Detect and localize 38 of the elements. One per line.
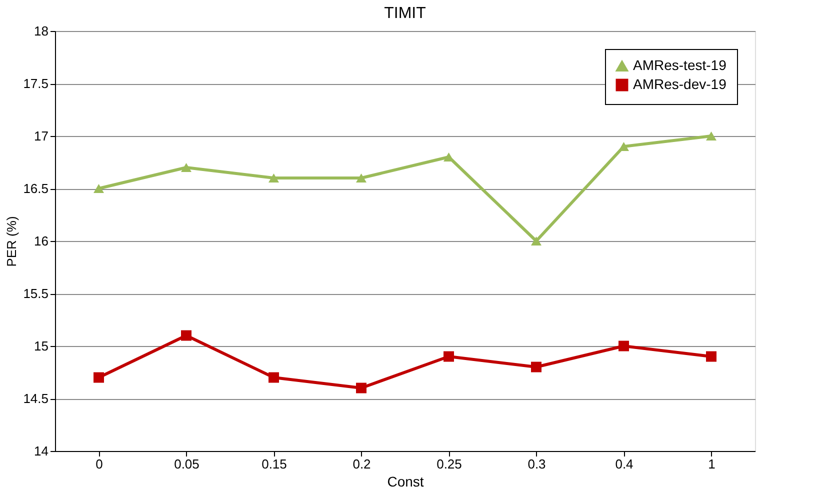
point — [706, 351, 716, 362]
x-tick-label: 0.05 — [174, 456, 200, 472]
point — [94, 372, 104, 383]
x-tick-label: 0.15 — [262, 456, 287, 472]
x-tick-label: 1 — [708, 456, 716, 472]
x-tick-label: 0.4 — [615, 456, 634, 472]
y-tick-label: 14.5 — [23, 391, 48, 406]
y-tick-label: 15 — [34, 338, 48, 354]
point — [444, 152, 454, 162]
x-tick-label: 0.2 — [352, 456, 371, 472]
point — [268, 173, 279, 183]
y-tick-label: 18 — [34, 24, 48, 38]
y-tick-label: 15.5 — [23, 286, 48, 301]
point — [181, 162, 192, 172]
point — [531, 362, 542, 372]
point — [531, 236, 542, 246]
chart-title: TIMIT — [384, 5, 426, 22]
point — [356, 173, 366, 183]
legend-label: AMRes-test-19 — [633, 57, 727, 73]
point — [94, 184, 104, 194]
point — [618, 142, 629, 152]
y-tick-label: 14 — [34, 444, 48, 458]
y-tick-label: 16.5 — [23, 181, 48, 196]
point — [706, 131, 716, 141]
point — [356, 382, 366, 394]
y-tick-label: 16 — [34, 234, 48, 248]
point — [181, 330, 192, 341]
y-tick-label: 17 — [34, 128, 48, 144]
legend-label: AMRes-dev-19 — [633, 76, 727, 92]
y-axis-title: PER (%) — [4, 216, 20, 267]
y-tick-label: 17.5 — [23, 76, 48, 91]
point — [444, 351, 454, 362]
x-tick-label: 0.25 — [436, 456, 462, 472]
x-axis-title: Const — [387, 474, 424, 490]
point — [618, 340, 629, 352]
x-tick-label: 0.3 — [528, 456, 546, 472]
x-tick-label: 0 — [96, 456, 103, 472]
point — [268, 372, 279, 383]
